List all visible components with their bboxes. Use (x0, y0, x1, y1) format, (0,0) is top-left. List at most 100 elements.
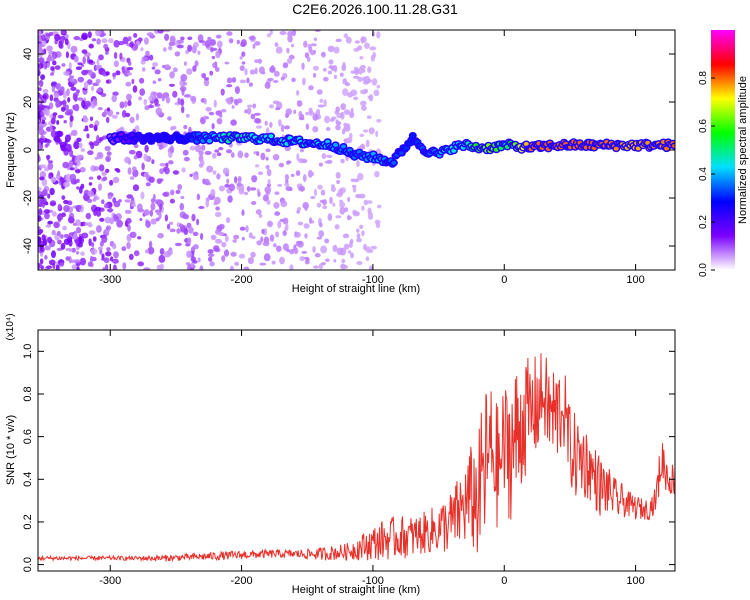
spectrogram-noise-blob (324, 160, 332, 164)
spectrogram-noise-blob (128, 253, 134, 260)
spectrogram-noise-blob (333, 65, 338, 73)
y-tick-label: 0.4 (22, 472, 34, 487)
spectrogram-noise-blob (371, 78, 378, 86)
spectrogram-noise-blob (277, 183, 283, 187)
spectrogram-noise-blob (156, 178, 162, 185)
spectrogram-noise-blob (341, 128, 346, 135)
spectrogram-noise-blob (240, 39, 247, 47)
spectrogram-noise-blob (177, 39, 184, 44)
spectrogram-noise-blob (64, 38, 69, 46)
spectrogram-noise-blob (60, 86, 65, 94)
spectrogram-trace-cell (672, 144, 675, 148)
spectrogram-noise-blob (116, 219, 123, 228)
spectrogram-noise-blob (308, 107, 313, 115)
spectrogram-noise-blob (38, 128, 45, 136)
spectrogram-noise-blob (256, 240, 262, 246)
spectrogram-noise-blob (73, 36, 81, 41)
spectrogram-noise-blob (218, 147, 224, 151)
spectrogram-noise-blob (299, 256, 305, 262)
spectrogram-noise-blob (287, 31, 293, 37)
spectrogram-noise-blob (227, 195, 233, 203)
spectrogram-noise-blob (198, 206, 205, 209)
spectrogram-noise-blob (284, 174, 289, 181)
spectrogram-noise-blob (61, 146, 67, 152)
spectrogram-noise-blob (339, 201, 346, 209)
spectrogram-noise-blob (359, 56, 364, 60)
colorbar-label: Normalized spectral amplitude (737, 76, 749, 224)
spectrogram-noise-blob (196, 218, 200, 226)
snr-series-line (38, 353, 675, 563)
spectrogram-noise-blob (376, 204, 382, 209)
spectrogram-noise-blob (88, 230, 96, 235)
spectrogram-noise-blob (279, 30, 287, 36)
spectrogram-noise-blob (324, 238, 330, 244)
spectrogram-noise-blob (215, 50, 221, 59)
spectrogram-noise-blob (357, 172, 364, 181)
spectrogram-noise-blob (356, 233, 361, 239)
spectrogram-noise-blob (165, 96, 171, 104)
spectrogram-noise-blob (137, 37, 143, 42)
spectrogram-noise-blob (360, 36, 364, 44)
spectrogram-noise-blob (38, 226, 41, 230)
spectrogram-noise-blob (105, 71, 110, 76)
spectrogram-noise-blob (264, 120, 268, 126)
spectrogram-noise-blob (325, 154, 333, 158)
spectrogram-noise-blob (101, 171, 107, 176)
spectrogram-noise-blob (304, 206, 308, 211)
spectrogram-noise-blob (332, 244, 338, 252)
x-tick-label: -200 (231, 575, 253, 587)
spectrogram-noise-blob (354, 40, 360, 44)
spectrogram-noise-blob (71, 247, 76, 253)
spectrogram-noise-blob (344, 82, 351, 87)
spectrogram-noise-blob (55, 130, 62, 138)
spectrogram-noise-blob (76, 97, 84, 101)
spectrogram-noise-blob (150, 202, 156, 211)
spectrogram-noise-blob (280, 124, 285, 133)
spectrogram-noise-blob (83, 128, 89, 132)
spectrogram-noise-blob (342, 88, 349, 96)
spectrogram-noise-blob (148, 54, 154, 61)
spectrogram-noise-blob (278, 162, 285, 168)
spectrogram-noise-blob (122, 36, 129, 45)
spectrogram-noise-blob (286, 248, 290, 253)
spectrogram-noise-blob (109, 179, 114, 186)
spectrogram-noise-blob (241, 183, 245, 192)
spectrogram-noise-blob (47, 162, 54, 170)
spectrogram-trace-cell (664, 146, 670, 151)
spectrogram-noise-blob (143, 267, 151, 270)
spectrogram-noise-blob (38, 79, 44, 88)
spectrogram-noise-blob (73, 156, 81, 164)
spectrogram-noise-blob (224, 235, 229, 243)
spectrogram-noise-blob (113, 60, 119, 68)
spectrogram-noise-blob (217, 40, 223, 49)
spectrogram-noise-blob (336, 121, 342, 126)
y-tick-label: -20 (22, 190, 34, 206)
spectrogram-noise-blob (310, 43, 317, 47)
spectrogram-noise-blob (108, 38, 114, 44)
spectrogram-noise-blob (306, 258, 310, 262)
spectrogram-noise-blob (115, 70, 121, 76)
spectrogram-noise-blob (199, 265, 204, 270)
spectrogram-noise-blob (327, 45, 335, 52)
x-tick-label: 0 (501, 274, 507, 286)
spectrogram-noise-blob (113, 40, 120, 48)
spectrogram-noise-blob (63, 181, 70, 188)
spectrogram-noise-blob (328, 65, 333, 69)
spectrogram-noise-blob (65, 51, 69, 59)
spectrogram-noise-blob (136, 203, 143, 212)
spectrogram-noise-blob (59, 262, 65, 267)
spectrogram-noise-blob (254, 67, 258, 75)
spectrogram-noise-blob (212, 62, 218, 69)
spectrogram-noise-blob (230, 152, 235, 158)
spectrogram-noise-blob (55, 83, 60, 89)
spectrogram-noise-blob (375, 130, 379, 137)
spectrogram-noise-blob (270, 65, 275, 71)
spectrogram-noise-blob (50, 66, 55, 71)
spectrogram-noise-blob (154, 98, 159, 106)
spectrogram-noise-blob (157, 30, 164, 34)
spectrogram-noise-blob (310, 196, 316, 199)
spectrogram-noise-blob (186, 68, 193, 75)
spectrogram-noise-blob (196, 193, 201, 201)
spectrogram-noise-blob (92, 197, 97, 202)
spectrogram-noise-blob (201, 144, 206, 151)
